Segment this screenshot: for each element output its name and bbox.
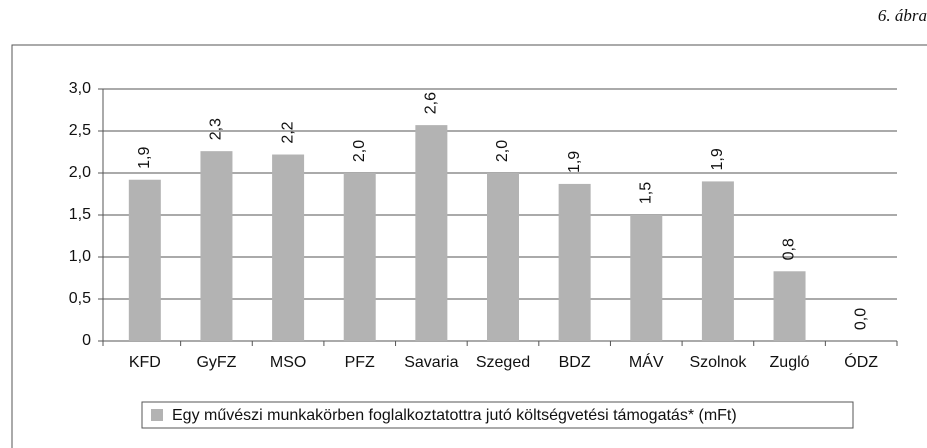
- y-tick-label: 2,5: [69, 122, 91, 139]
- bar: [630, 215, 663, 341]
- x-tick-label: BDZ: [559, 354, 591, 371]
- legend-swatch: [151, 409, 163, 421]
- y-tick-label: 1,5: [69, 206, 91, 223]
- y-tick-label: 3,0: [69, 80, 91, 97]
- frame: [11, 44, 927, 448]
- legend-label: Egy művészi munkakörben foglalkoztatottr…: [172, 407, 737, 424]
- value-label: 0,8: [781, 238, 798, 260]
- x-tick-label: ÓDZ: [844, 352, 878, 371]
- x-tick-label: MÁV: [629, 352, 664, 371]
- value-label: 1,5: [637, 182, 654, 204]
- x-tick-label: Szolnok: [689, 354, 747, 371]
- chart-title: 6. ábra: [878, 6, 927, 25]
- y-tick-label: 1,0: [69, 248, 91, 265]
- legend-box: [141, 401, 854, 429]
- value-label: 2,0: [351, 140, 368, 162]
- bar: [487, 173, 519, 341]
- value-label: 2,2: [279, 121, 296, 143]
- bar: [343, 173, 376, 341]
- bar: [773, 271, 806, 341]
- x-tick-label: Savaria: [404, 354, 458, 371]
- value-label: 0,0: [852, 308, 869, 330]
- y-tick-label: 2,0: [69, 164, 91, 181]
- value-label: 1,9: [709, 148, 726, 170]
- y-tick-label: 0: [82, 332, 91, 349]
- value-label: 2,3: [208, 118, 225, 140]
- bar: [558, 183, 591, 341]
- value-label: 2,6: [423, 92, 440, 114]
- bar: [200, 151, 233, 341]
- bar: [701, 181, 734, 341]
- value-label: 1,9: [566, 151, 583, 173]
- x-tick-label: Zugló: [770, 354, 810, 371]
- bar: [272, 154, 305, 341]
- value-label: 2,0: [494, 140, 511, 162]
- y-tick-label: 0,5: [69, 290, 91, 307]
- value-label: 1,9: [136, 147, 153, 169]
- bar: [128, 179, 161, 341]
- x-tick-label: GyFZ: [196, 354, 236, 371]
- x-tick-label: MSO: [270, 354, 306, 371]
- x-tick-label: KFD: [129, 354, 161, 371]
- x-tick-label: PFZ: [345, 354, 375, 371]
- x-tick-label: Szeged: [476, 354, 530, 371]
- bar: [415, 125, 448, 342]
